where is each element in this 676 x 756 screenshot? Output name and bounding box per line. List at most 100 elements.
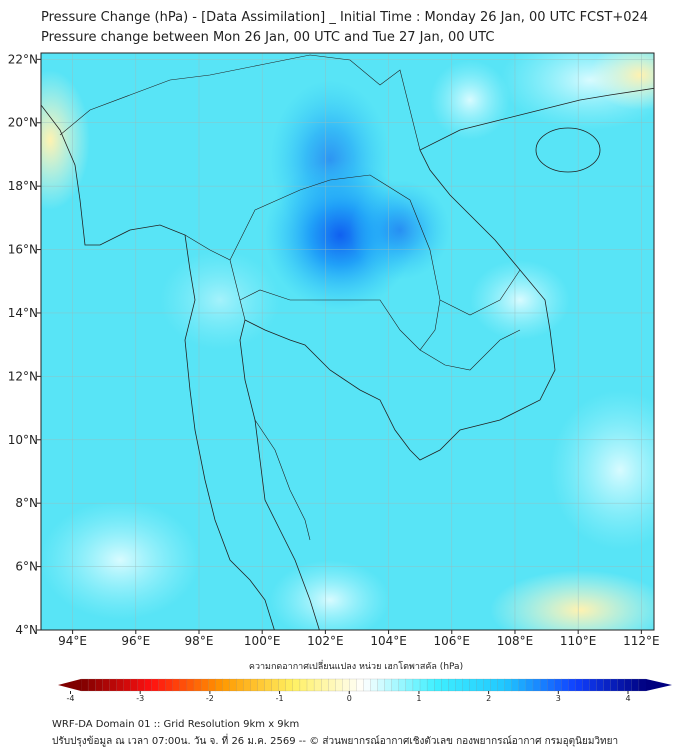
lat-label: 4°N bbox=[15, 623, 38, 637]
colorbar-segment bbox=[299, 678, 308, 692]
map-frame bbox=[40, 52, 655, 631]
colorbar-segment bbox=[532, 678, 541, 692]
colorbar-segment bbox=[539, 678, 548, 692]
colorbar-segment bbox=[335, 678, 343, 692]
colorbar-segment bbox=[349, 678, 357, 692]
lat-label: 10°N bbox=[8, 433, 38, 447]
colorbar-segment bbox=[158, 678, 167, 692]
chart-title: Pressure Change (hPa) - [Data Assimilati… bbox=[41, 10, 649, 25]
colorbar-segment bbox=[229, 678, 237, 692]
colorbar-segment bbox=[561, 678, 569, 692]
colorbar-segment bbox=[568, 678, 576, 692]
colorbar-segment bbox=[518, 678, 527, 692]
colorbar-segment bbox=[116, 678, 124, 692]
colorbar-segment bbox=[236, 678, 244, 692]
colorbar-segment bbox=[511, 678, 520, 692]
colorbar-segment bbox=[87, 678, 96, 692]
country-borders bbox=[59, 54, 521, 541]
colorbar-segment bbox=[603, 678, 612, 692]
lat-label: 8°N bbox=[15, 496, 38, 510]
colorbar-segment bbox=[292, 678, 301, 692]
colorbar-segment bbox=[469, 678, 477, 692]
colorbar-tick-label: -3 bbox=[136, 694, 144, 703]
lon-label: 106°E bbox=[434, 634, 471, 648]
colorbar-extend-min bbox=[58, 679, 81, 691]
colorbar-segment bbox=[278, 678, 287, 692]
colorbar-segment bbox=[165, 678, 174, 692]
colorbar-segment bbox=[462, 678, 470, 692]
colorbar-segment bbox=[222, 678, 230, 692]
colorbar-segment bbox=[398, 678, 407, 692]
colorbar-segment bbox=[441, 678, 449, 692]
lon-label: 108°E bbox=[497, 634, 534, 648]
colorbar-segment bbox=[610, 678, 619, 692]
colorbar-segment bbox=[448, 678, 456, 692]
colorbar-segment bbox=[391, 678, 400, 692]
colorbar-segment bbox=[144, 678, 153, 692]
lon-label: 110°E bbox=[560, 634, 597, 648]
colorbar-segment bbox=[547, 678, 555, 692]
colorbar-segment bbox=[123, 678, 131, 692]
colorbar-segment bbox=[200, 678, 209, 692]
colorbar-segment bbox=[102, 678, 110, 692]
colorbar-segment bbox=[434, 678, 442, 692]
colorbar-segment bbox=[250, 678, 258, 692]
lon-label: 98°E bbox=[185, 634, 214, 648]
colorbar-segment bbox=[95, 678, 103, 692]
map-field bbox=[41, 53, 654, 630]
colorbar-segment bbox=[377, 678, 386, 692]
lat-label: 12°N bbox=[8, 369, 38, 383]
colorbar-segment bbox=[405, 678, 414, 692]
colorbar-segment bbox=[589, 678, 597, 692]
colorbar-segment bbox=[257, 678, 266, 692]
coastline bbox=[41, 87, 654, 630]
colorbar-segment bbox=[483, 678, 492, 692]
colorbar-segment bbox=[342, 678, 350, 692]
colorbar-segment bbox=[363, 678, 371, 692]
lat-label: 18°N bbox=[8, 179, 38, 193]
colorbar-segment bbox=[617, 678, 626, 692]
lat-label: 16°N bbox=[8, 243, 38, 257]
colorbar-segment bbox=[306, 678, 315, 692]
colorbar-label: ความกดอากาศเปลี่ยนแปลง หน่วย เฮกโตพาสคัล… bbox=[249, 659, 463, 672]
colorbar-segment bbox=[582, 678, 590, 692]
colorbar-segment bbox=[285, 678, 294, 692]
colorbar-segment bbox=[215, 678, 223, 692]
axis-labels: 94°E 96°E 98°E 100°E 102°E 104°E 106°E 108°E 110… bbox=[8, 52, 660, 648]
colorbar-segment bbox=[638, 678, 647, 692]
lat-label: 6°N bbox=[15, 560, 38, 574]
colorbar-segment bbox=[271, 678, 280, 692]
colorbar-segment bbox=[80, 678, 89, 692]
colorbar-segment bbox=[497, 678, 506, 692]
lon-label: 102°E bbox=[307, 634, 344, 648]
lon-label: 112°E bbox=[623, 634, 660, 648]
colorbar-segment bbox=[243, 678, 251, 692]
colorbar-segment bbox=[313, 678, 322, 692]
lat-label: 22°N bbox=[8, 52, 38, 66]
colorbar-segment bbox=[384, 678, 393, 692]
colorbar-tick-label: 0 bbox=[347, 694, 352, 703]
colorbar-segment bbox=[575, 678, 583, 692]
colorbar-segment bbox=[631, 678, 640, 692]
lat-label: 14°N bbox=[8, 306, 38, 320]
lon-label: 94°E bbox=[58, 634, 87, 648]
colorbar-segment bbox=[455, 678, 463, 692]
colorbar-segment bbox=[554, 678, 562, 692]
colorbar-segment bbox=[109, 678, 117, 692]
footer-update-info: ปรับปรุงข้อมูล ณ เวลา 07:00น. วัน จ. ที่… bbox=[52, 736, 619, 747]
colorbar-segment bbox=[151, 678, 160, 692]
colorbar-segment bbox=[193, 678, 202, 692]
colorbar-segment bbox=[264, 678, 273, 692]
chart-subtitle: Pressure change between Mon 26 Jan, 00 U… bbox=[41, 30, 495, 45]
colorbar-segment bbox=[186, 678, 195, 692]
colorbar-segment bbox=[525, 678, 534, 692]
colorbar-segment bbox=[172, 678, 181, 692]
footer-model-info: WRF-DA Domain 01 :: Grid Resolution 9km … bbox=[52, 719, 300, 730]
colorbar: -4 -3 -2 -1 0 1 2 3 4 bbox=[58, 678, 672, 703]
colorbar-segment bbox=[490, 678, 499, 692]
colorbar-segment bbox=[426, 678, 435, 692]
colorbar-extend-max bbox=[646, 679, 672, 691]
colorbar-segment bbox=[412, 678, 421, 692]
colorbar-tick-label: 4 bbox=[625, 694, 630, 703]
